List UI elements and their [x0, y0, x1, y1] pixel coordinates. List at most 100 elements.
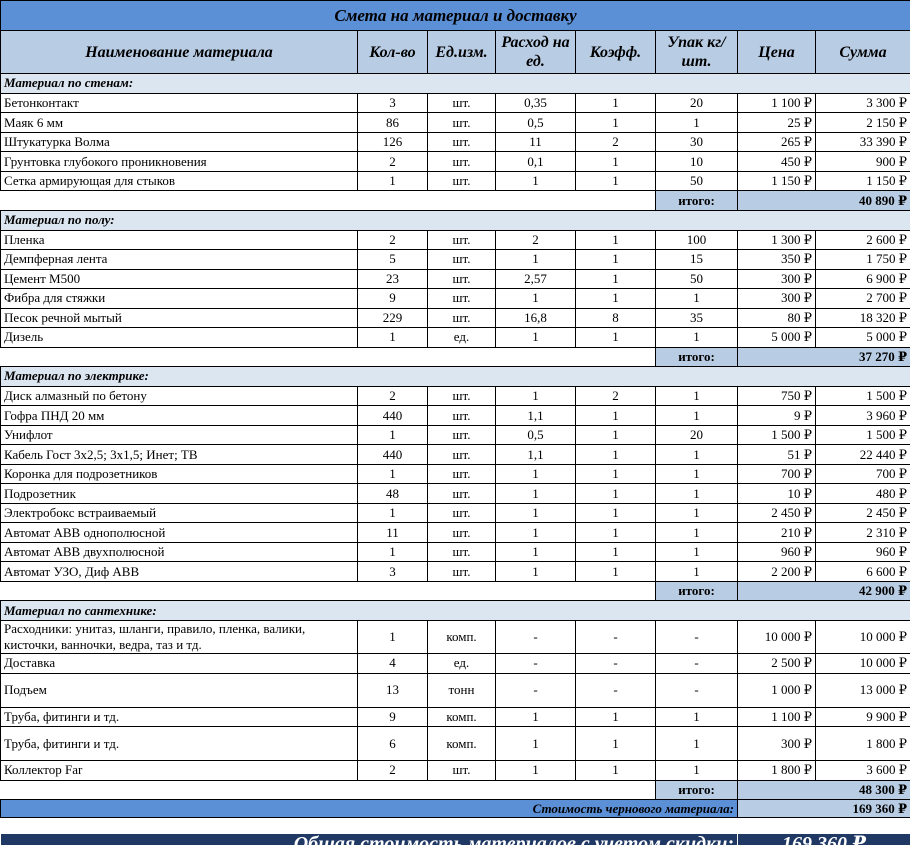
- column-header: Расход на ед.: [495, 30, 576, 74]
- amount: 6 900 ₽: [815, 268, 910, 290]
- unit: шт.: [427, 249, 496, 270]
- package: 1: [655, 726, 738, 762]
- package: 1: [655, 522, 738, 543]
- item-name: Подъем: [0, 672, 358, 708]
- summary-row: Стоимость чернового материала: 169 360 ₽: [0, 799, 910, 819]
- rate: 2,57: [495, 268, 576, 290]
- coefficient: 1: [575, 483, 656, 504]
- package: 15: [655, 249, 738, 270]
- quantity: 4: [357, 653, 428, 674]
- rate: 0,35: [495, 92, 576, 114]
- coefficient: 1: [575, 92, 656, 114]
- unit: шт.: [427, 170, 496, 192]
- unit: шт.: [427, 307, 496, 329]
- amount: 2 310 ₽: [815, 522, 910, 543]
- amount: 22 440 ₽: [815, 444, 910, 465]
- item-name: Сетка армирующая для стыков: [0, 170, 358, 192]
- coefficient: 2: [575, 131, 656, 153]
- coefficient: 1: [575, 229, 656, 251]
- coefficient: 1: [575, 327, 656, 348]
- price: 2 450 ₽: [737, 502, 816, 524]
- price: 210 ₽: [737, 522, 816, 543]
- quantity: 3: [357, 561, 428, 582]
- column-header: Наименование материала: [0, 30, 358, 74]
- package: 50: [655, 170, 738, 192]
- quantity: 1: [357, 170, 428, 192]
- rate: 1: [495, 170, 576, 192]
- package: 1: [655, 288, 738, 309]
- package: 1: [655, 483, 738, 504]
- price: 10 000 ₽: [737, 620, 816, 655]
- quantity: 2: [357, 385, 428, 407]
- item-row: Автомат УЗО, Диф ABB 3 шт. 1 1 1 2 200 ₽6 600 …: [0, 561, 910, 582]
- package: 1: [655, 760, 738, 781]
- item-name: Цемент М500: [0, 268, 358, 290]
- amount: 2 450 ₽: [815, 502, 910, 524]
- item-row: Гофра ПНД 20 мм 440 шт. 1,1 1 1 9 ₽3 960 ₽: [0, 405, 910, 426]
- unit: шт.: [427, 444, 496, 465]
- quantity: 23: [357, 268, 428, 290]
- section-row: Материал по электрике:: [0, 366, 910, 387]
- rate: 2: [495, 229, 576, 251]
- price: 1 800 ₽: [737, 760, 816, 781]
- package: 50: [655, 268, 738, 290]
- item-row: Дизель 1 ед. 1 1 1 5 000 ₽5 000 ₽: [0, 327, 910, 348]
- package: 20: [655, 424, 738, 446]
- item-row: Демпферная лента 5 шт. 1 1 15 350 ₽1 750 ₽: [0, 249, 910, 270]
- coefficient: 1: [575, 151, 656, 172]
- amount: 10 000 ₽: [815, 653, 910, 674]
- unit: шт.: [427, 541, 496, 563]
- total-label: итого:: [655, 346, 738, 368]
- rate: 1: [495, 249, 576, 270]
- spacer: [1, 818, 910, 834]
- coefficient: -: [575, 653, 656, 674]
- rate: 1: [495, 541, 576, 563]
- price: 1 300 ₽: [737, 229, 816, 251]
- total-value: 48 300 ₽: [737, 779, 910, 801]
- item-row: Кабель Гост 3х2,5; 3х1,5; Инет; ТВ 440 шт.…: [0, 444, 910, 465]
- unit: шт.: [427, 131, 496, 153]
- amount: 3 960 ₽: [815, 405, 910, 426]
- section-row: Материал по стенам:: [0, 73, 910, 94]
- item-name: Труба, фитинги и тд.: [0, 726, 358, 762]
- item-row: Электробокс встраиваемый 1 шт. 1 1 1 2 450 ₽2 …: [0, 502, 910, 524]
- blank: [1, 347, 656, 367]
- package: 1: [655, 444, 738, 465]
- item-name: Демпферная лента: [0, 249, 358, 270]
- rate: 11: [495, 131, 576, 153]
- item-row: Цемент М500 23 шт. 2,57 1 50 300 ₽6 900 ₽: [0, 268, 910, 290]
- coefficient: 1: [575, 268, 656, 290]
- coefficient: 1: [575, 522, 656, 543]
- section-label: Материал по сантехнике:: [0, 600, 910, 622]
- summary-label: Стоимость чернового материала:: [0, 799, 738, 819]
- quantity: 1: [357, 502, 428, 524]
- quantity: 440: [357, 444, 428, 465]
- rate: 1: [495, 385, 576, 407]
- price: 1 000 ₽: [737, 672, 816, 708]
- section-row: Материал по сантехнике:: [0, 600, 910, 622]
- price: 9 ₽: [737, 405, 816, 426]
- price: 51 ₽: [737, 444, 816, 465]
- column-header: Сумма: [815, 30, 910, 74]
- coefficient: 1: [575, 444, 656, 465]
- coefficient: 2: [575, 385, 656, 407]
- item-row: Коллектор Far 2 шт. 1 1 1 1 800 ₽3 600 ₽: [0, 760, 910, 781]
- unit: комп.: [427, 726, 496, 762]
- item-name: Диск алмазный по бетону: [0, 385, 358, 407]
- amount: 1 750 ₽: [815, 249, 910, 270]
- item-row: Подрозетник 48 шт. 1 1 1 10 ₽480 ₽: [0, 483, 910, 504]
- item-name: Бетонконтакт: [0, 92, 358, 114]
- table-title: Смета на материал и доставку: [0, 0, 910, 31]
- package: -: [655, 672, 738, 708]
- column-header: Кол-во: [357, 30, 428, 74]
- total-row: итого: 48 300 ₽: [1, 779, 910, 801]
- package: 1: [655, 112, 738, 133]
- section-label: Материал по электрике:: [0, 366, 910, 387]
- coefficient: 1: [575, 541, 656, 563]
- item-name: Автомат ABB однополюсной: [0, 522, 358, 543]
- package: 20: [655, 92, 738, 114]
- amount: 900 ₽: [815, 151, 910, 172]
- price: 1 150 ₽: [737, 170, 816, 192]
